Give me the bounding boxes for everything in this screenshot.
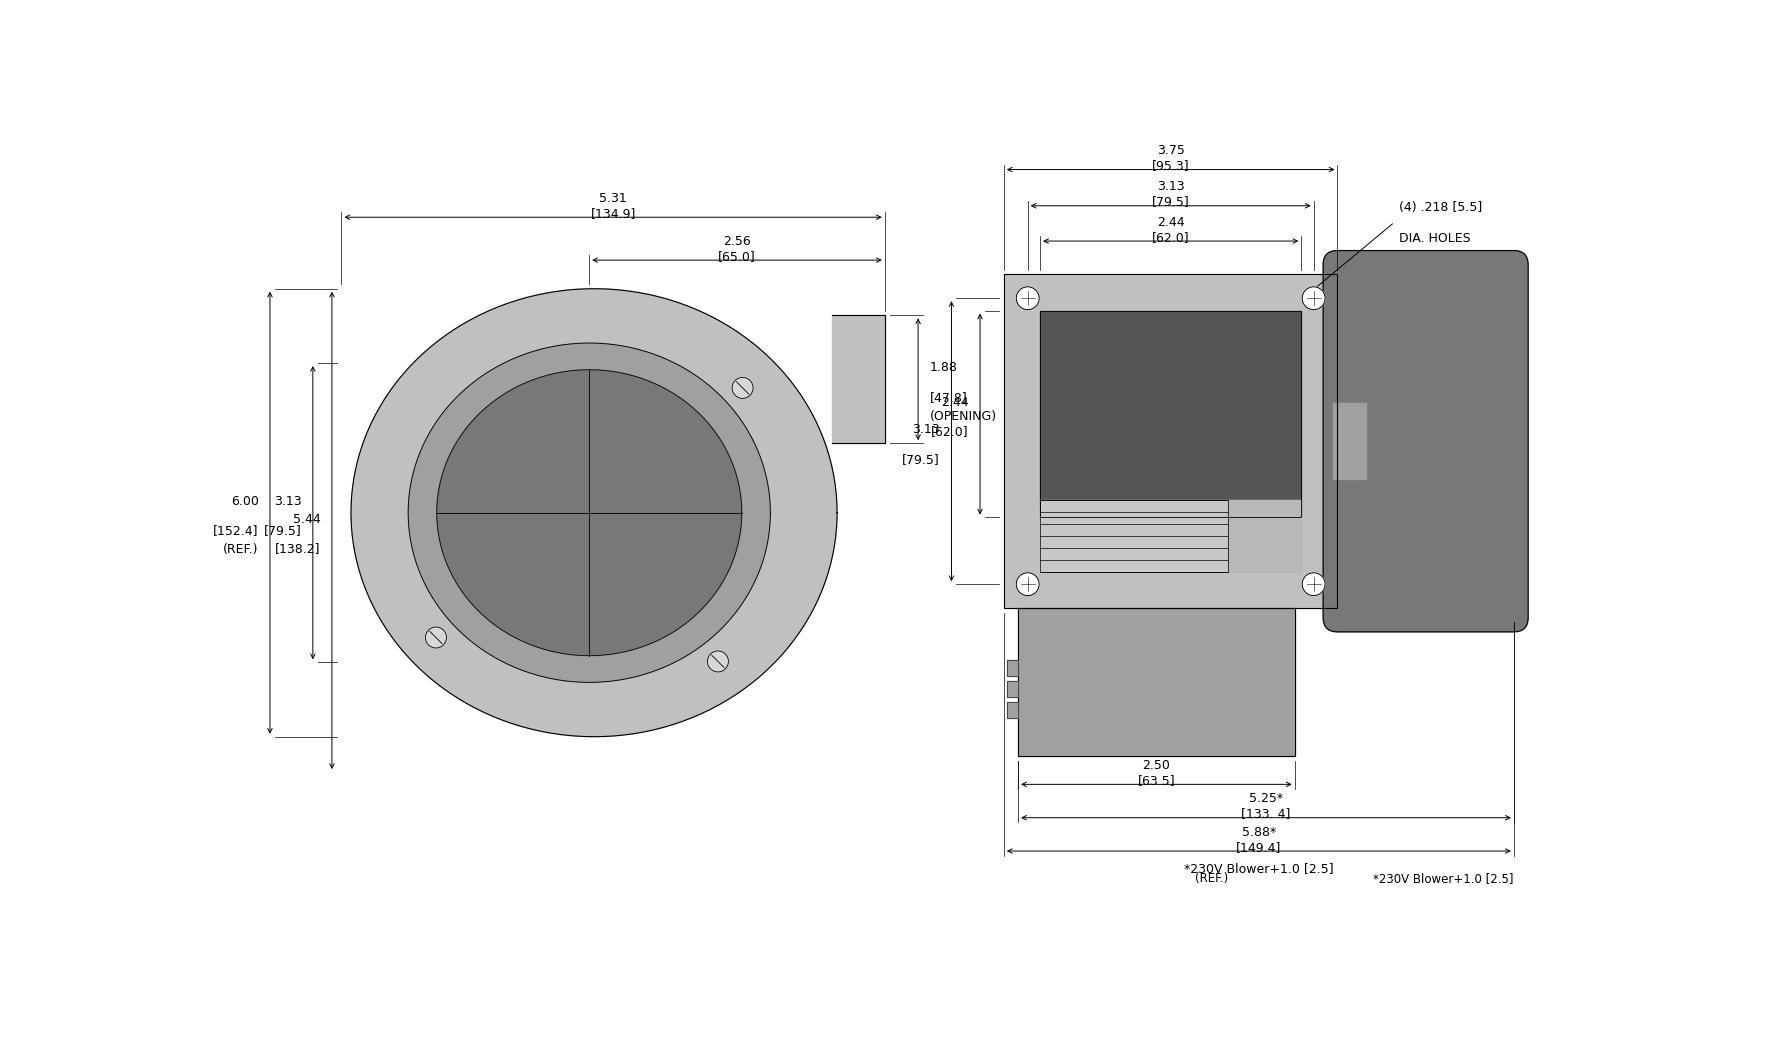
Polygon shape xyxy=(438,370,742,656)
Bar xyxy=(1007,702,1018,718)
Circle shape xyxy=(1016,287,1039,310)
Text: (OPENING): (OPENING) xyxy=(930,410,996,423)
Text: [65.0]: [65.0] xyxy=(719,250,756,262)
Bar xyxy=(1018,608,1295,756)
Text: [95.3]: [95.3] xyxy=(1151,159,1190,172)
Bar xyxy=(1003,274,1338,608)
Text: [134.9]: [134.9] xyxy=(591,207,635,219)
Bar xyxy=(1018,608,1295,756)
Text: [79.5]: [79.5] xyxy=(902,452,939,466)
Bar xyxy=(1007,702,1018,718)
Polygon shape xyxy=(350,289,838,737)
Text: 2.56: 2.56 xyxy=(722,235,751,248)
Bar xyxy=(1003,274,1338,608)
Bar xyxy=(1228,501,1300,572)
Text: 3.75: 3.75 xyxy=(1156,144,1185,157)
Bar xyxy=(1007,661,1018,676)
Bar xyxy=(833,315,884,443)
Text: DIA. HOLES: DIA. HOLES xyxy=(1400,232,1471,245)
Polygon shape xyxy=(407,343,770,682)
Text: [47.8]: [47.8] xyxy=(930,391,968,404)
FancyBboxPatch shape xyxy=(1324,251,1528,631)
Text: 1.88: 1.88 xyxy=(930,362,957,374)
Bar xyxy=(1007,681,1018,697)
Circle shape xyxy=(733,377,753,398)
Circle shape xyxy=(1302,287,1325,310)
Text: [79.5]: [79.5] xyxy=(263,524,301,538)
Bar xyxy=(1041,311,1300,518)
Circle shape xyxy=(1302,572,1325,596)
Text: 5.31: 5.31 xyxy=(600,192,626,204)
Bar xyxy=(1041,501,1228,572)
Text: (REF.): (REF.) xyxy=(222,543,258,557)
Text: [62.0]: [62.0] xyxy=(930,426,968,438)
Bar xyxy=(1007,681,1018,697)
Bar xyxy=(1007,661,1018,676)
Circle shape xyxy=(708,651,728,671)
Text: [62.0]: [62.0] xyxy=(1151,231,1190,243)
Text: 3.13: 3.13 xyxy=(274,495,301,508)
Text: 2.50: 2.50 xyxy=(1142,759,1171,772)
Text: [138.2]: [138.2] xyxy=(276,542,320,554)
Text: [149.4]: [149.4] xyxy=(1236,841,1281,854)
Text: *230V Blower+1.0 [2.5]: *230V Blower+1.0 [2.5] xyxy=(1185,861,1334,875)
Circle shape xyxy=(425,627,447,648)
Bar xyxy=(1041,311,1300,518)
Text: 3.13: 3.13 xyxy=(1156,180,1185,193)
Bar xyxy=(1332,403,1366,480)
Text: 5.88*: 5.88* xyxy=(1242,825,1276,839)
Text: *230V Blower+1.0 [2.5]: *230V Blower+1.0 [2.5] xyxy=(1373,872,1514,885)
Text: (4) .218 [5.5]: (4) .218 [5.5] xyxy=(1400,201,1482,214)
Text: [79.5]: [79.5] xyxy=(1151,195,1190,209)
Text: (REF.): (REF.) xyxy=(1194,872,1228,885)
Text: 5.25*: 5.25* xyxy=(1249,793,1283,805)
Text: [63.5]: [63.5] xyxy=(1137,774,1176,787)
Text: 5.44: 5.44 xyxy=(294,512,320,526)
Text: 2.44: 2.44 xyxy=(941,396,968,409)
Text: 2.44: 2.44 xyxy=(1156,216,1185,229)
Text: 6.00: 6.00 xyxy=(231,495,258,508)
Circle shape xyxy=(1016,572,1039,596)
Text: [152.4]: [152.4] xyxy=(213,524,258,538)
Bar xyxy=(1041,501,1228,572)
Text: 3.13: 3.13 xyxy=(913,424,939,436)
Text: [133. 4]: [133. 4] xyxy=(1242,807,1292,820)
